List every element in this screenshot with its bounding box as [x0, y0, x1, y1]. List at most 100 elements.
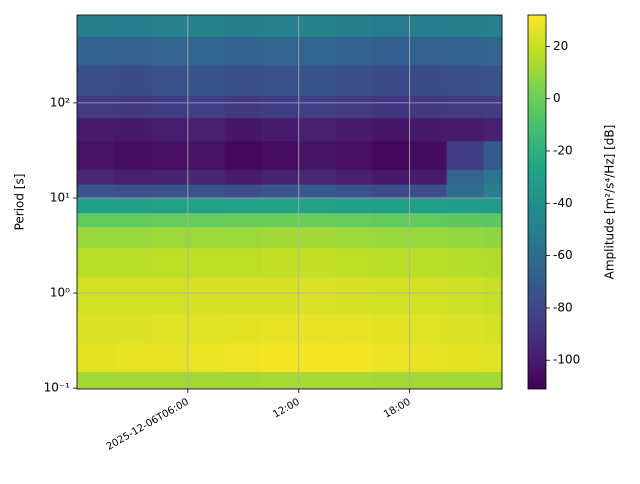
cell — [224, 140, 263, 170]
cell — [372, 169, 411, 185]
cell — [446, 314, 485, 344]
cell — [224, 276, 263, 315]
cell — [409, 371, 448, 390]
cell — [113, 117, 152, 142]
cell — [483, 371, 503, 390]
cell — [446, 15, 485, 37]
cell — [187, 184, 226, 199]
cell — [372, 314, 411, 344]
cell — [150, 117, 189, 142]
x-tick-label: 2025-12-06T06:00 — [105, 397, 191, 453]
cell — [446, 95, 485, 119]
cell — [224, 197, 263, 214]
cell — [77, 314, 115, 344]
cell — [298, 184, 337, 199]
cell — [483, 212, 503, 228]
cell — [113, 314, 152, 344]
cell — [261, 371, 300, 390]
cell — [483, 140, 503, 170]
cell — [372, 65, 411, 96]
cell — [187, 169, 226, 185]
cell — [298, 342, 337, 372]
cell — [483, 95, 503, 119]
cell — [224, 15, 263, 37]
cell — [372, 184, 411, 199]
cell — [77, 117, 115, 142]
cell — [187, 140, 226, 170]
cell — [224, 117, 263, 142]
cell — [335, 95, 374, 119]
cell — [261, 212, 300, 228]
cell — [150, 197, 189, 214]
cell — [409, 117, 448, 142]
colorbar-label: Amplitude [m²/s⁴/Hz] [dB] — [603, 125, 617, 280]
y-tick-label: 10¹ — [50, 190, 70, 204]
colorbar — [527, 14, 547, 390]
cell — [187, 226, 226, 249]
cell — [187, 314, 226, 344]
colorbar-tick-label: -100 — [553, 353, 580, 367]
cell — [261, 169, 300, 185]
cell — [483, 15, 503, 37]
cell — [335, 36, 374, 66]
cell — [150, 169, 189, 185]
cell — [77, 212, 115, 228]
cell — [372, 36, 411, 66]
colorbar-tick-label: -60 — [553, 248, 573, 262]
colorbar-tick-label: 0 — [553, 91, 561, 105]
cell — [150, 15, 189, 37]
cell — [409, 247, 448, 277]
cell — [409, 15, 448, 37]
cell — [372, 276, 411, 315]
cell — [150, 212, 189, 228]
cell — [150, 95, 189, 119]
cell — [224, 169, 263, 185]
cell — [224, 247, 263, 277]
cell — [187, 247, 226, 277]
cell — [113, 95, 152, 119]
cell — [224, 371, 263, 390]
cell — [446, 65, 485, 96]
cell — [409, 95, 448, 119]
cell — [298, 212, 337, 228]
cell — [372, 247, 411, 277]
cell — [483, 169, 503, 185]
cell — [298, 95, 337, 119]
colorbar-tick-label: -80 — [553, 300, 573, 314]
cell — [150, 371, 189, 390]
cell — [298, 117, 337, 142]
cell — [298, 169, 337, 185]
cell — [224, 342, 263, 372]
cell — [335, 371, 374, 390]
cell — [261, 247, 300, 277]
cell — [224, 36, 263, 66]
cell — [261, 184, 300, 199]
cell — [113, 226, 152, 249]
cell — [298, 15, 337, 37]
cell — [372, 212, 411, 228]
cell — [298, 36, 337, 66]
cell — [372, 95, 411, 119]
plot-frame — [76, 14, 503, 390]
cell — [187, 276, 226, 315]
cell — [261, 95, 300, 119]
cell — [261, 226, 300, 249]
cell — [298, 247, 337, 277]
cell — [224, 314, 263, 344]
cell — [372, 15, 411, 37]
cell — [298, 197, 337, 214]
cell — [335, 197, 374, 214]
cell — [483, 36, 503, 66]
cell — [113, 212, 152, 228]
cell — [113, 342, 152, 372]
cell — [335, 184, 374, 199]
cell — [150, 140, 189, 170]
cell — [372, 117, 411, 142]
cell — [187, 371, 226, 390]
cell — [372, 342, 411, 372]
cell — [77, 169, 115, 185]
cell — [187, 197, 226, 214]
cell — [150, 314, 189, 344]
cell — [335, 65, 374, 96]
